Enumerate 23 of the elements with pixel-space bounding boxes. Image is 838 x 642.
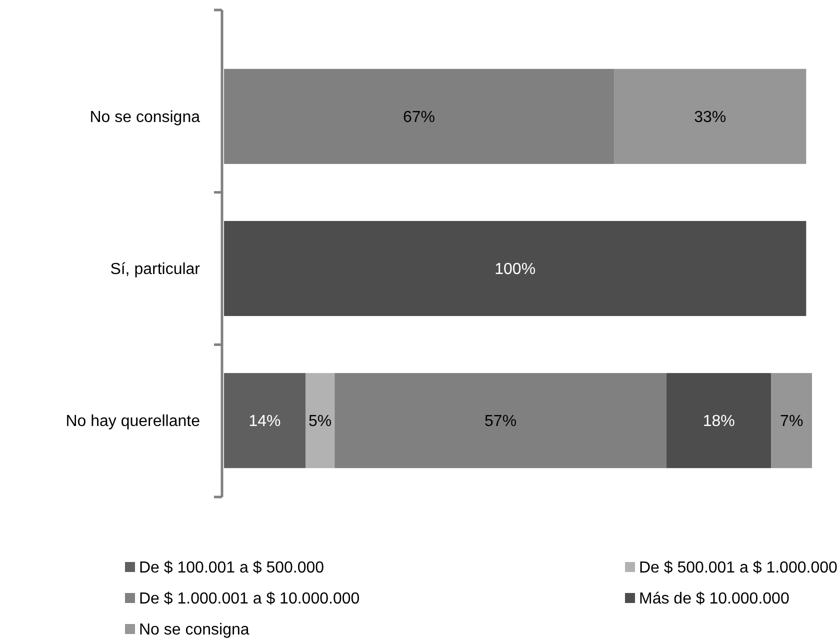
legend-label: De $ 100.001 a $ 500.000	[139, 560, 324, 577]
bar	[666, 373, 772, 468]
y-tick-label: Sí, particular	[110, 261, 201, 278]
bar	[224, 220, 806, 316]
bar	[224, 373, 306, 468]
bar	[334, 373, 666, 468]
y-tick-label: No se consigna	[90, 109, 200, 126]
data-label: 7%	[780, 413, 804, 430]
legend-label: De $ 500.001 a $ 1.000.000	[639, 560, 838, 577]
bar	[306, 373, 335, 468]
legend-label: Más de $ 10.000.000	[639, 590, 790, 608]
data-label: 100%	[494, 261, 536, 278]
bar	[614, 68, 806, 164]
bar	[771, 373, 812, 468]
data-label: 67%	[403, 109, 436, 126]
data-label: 14%	[248, 413, 281, 430]
data-label: 33%	[694, 109, 726, 126]
data-label: 5%	[308, 413, 332, 430]
y-tick-label: No hay querellante	[66, 413, 200, 430]
data-label: 18%	[702, 413, 735, 430]
legend-label: De $ 1.000.001 a $ 10.000.000	[139, 590, 360, 608]
data-label: 57%	[484, 413, 517, 430]
legend-label: No se consigna	[139, 622, 250, 639]
